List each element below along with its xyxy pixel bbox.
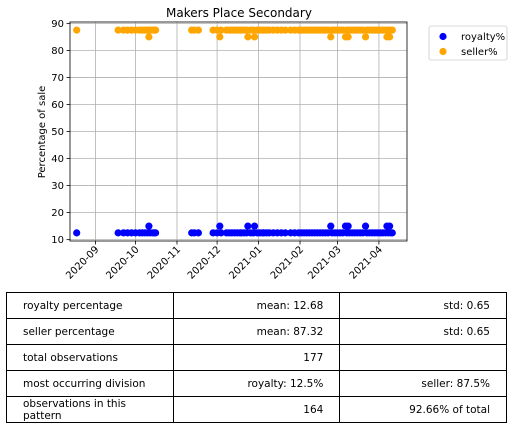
x-tick-label: 2020-10 [104,244,141,281]
table-cell: seller: 87.5% [339,370,507,397]
legend-marker-seller [439,47,447,56]
table-cell: royalty: 12.5% [172,370,341,397]
stats-table: royalty percentage mean: 12.68 std: 0.65… [6,292,507,423]
x-tick-label: 2021-01 [227,244,264,281]
point-seller [388,26,396,34]
table-row: seller percentage mean: 87.32 std: 0.65 [6,318,507,345]
table-cell: mean: 12.68 [172,292,341,319]
data-points [73,26,396,237]
y-tick-label: 60 [51,100,64,111]
table-cell: seller percentage [6,318,174,345]
point-seller [327,33,335,41]
point-seller [145,33,153,41]
point-royalty [344,222,352,230]
x-tick-label: 2020-12 [186,244,223,281]
legend-marker-royalty [439,32,447,41]
chart-title: Makers Place Secondary [166,6,312,20]
y-tick-label: 30 [51,181,64,192]
point-seller [244,33,252,41]
table-cell: most occurring division [6,370,174,397]
point-seller [281,26,289,34]
point-seller [344,33,352,41]
y-tick-label: 70 [51,73,64,84]
legend: royalty% seller% [428,25,508,61]
x-tick-label: 2021-04 [348,244,385,281]
point-seller [114,26,122,34]
table-row: most occurring division royalty: 12.5% s… [6,370,507,397]
plot-frame [69,21,408,242]
point-royalty [386,222,394,230]
point-seller [216,33,224,41]
point-royalty [151,229,160,237]
legend-frame [428,25,508,61]
table-cell: total observations [6,344,174,371]
x-tick-label: 2021-02 [269,244,306,281]
point-royalty [327,222,335,230]
table-cell: mean: 87.32 [172,318,341,345]
legend-label-royalty: royalty% [461,32,505,43]
table-cell: std: 0.65 [339,292,507,319]
table-cell: std: 0.65 [339,318,507,345]
table-cell: 164 [172,396,341,423]
y-tick-label: 90 [51,19,64,30]
point-royalty [73,229,81,237]
table-cell: observations in this pattern [6,396,174,423]
point-royalty [388,229,396,237]
table-cell [339,344,507,371]
y-tick-label: 50 [51,127,64,138]
scatter-chart: Makers Place Secondary 10 20 30 40 50 60 70 80 9… [37,6,508,282]
y-tick-label: 40 [51,154,64,165]
table-row: royalty percentage mean: 12.68 std: 0.65 [6,292,507,319]
point-royalty [281,229,289,237]
point-royalty [250,222,259,230]
y-tick-label: 80 [51,46,64,57]
table-row: total observations 177 [6,344,507,371]
x-axis-ticks: 2020-09 2020-10 2020-11 2020-12 2021-01 2021-… [64,241,385,282]
point-seller [194,26,202,34]
y-tick-label: 20 [51,208,64,219]
table-row: observations in this pattern 164 92.66% … [6,396,507,423]
point-royalty [216,222,224,230]
point-seller [386,33,394,41]
y-axis-label: Percentage of sale [37,86,48,179]
point-seller [73,26,81,34]
point-seller [250,33,259,41]
legend-label-seller: seller% [461,47,498,58]
point-royalty [244,222,252,230]
point-royalty [361,222,370,230]
table-cell: 92.66% of total [339,396,507,423]
table-cell: 177 [172,344,341,371]
x-tick-label: 2020-09 [64,244,101,281]
y-tick-label: 10 [51,235,64,246]
point-royalty [145,222,153,230]
grid-lines [70,22,407,241]
point-royalty [194,229,202,237]
table-cell: royalty percentage [6,292,174,319]
point-royalty [217,229,225,237]
point-seller [151,26,160,34]
x-tick-label: 2021-03 [306,244,343,281]
point-royalty [114,229,122,237]
point-seller [361,33,370,41]
y-axis-ticks: 10 20 30 40 50 60 70 80 90 [51,19,70,246]
point-seller [217,26,225,34]
x-tick-label: 2020-11 [146,244,183,281]
